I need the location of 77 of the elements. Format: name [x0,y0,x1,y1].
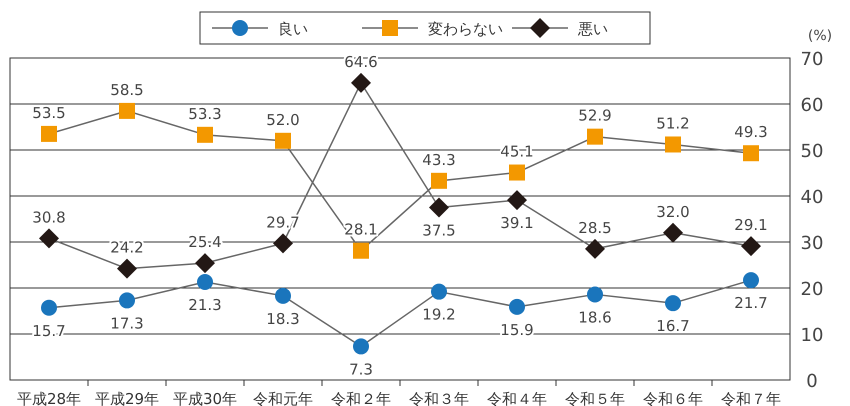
point [353,242,369,259]
legend-label: 変わらない [428,20,503,38]
y-tick-label: 20 [800,279,824,300]
data-label: 21.7 [734,294,768,312]
point [119,102,135,119]
data-label: 18.3 [266,310,300,328]
data-label: 17.3 [110,314,144,332]
data-label: 58.5 [110,80,144,99]
data-label: 53.3 [188,104,222,123]
legend-label: 悪い [577,20,608,38]
point [275,288,291,304]
point [117,258,137,279]
x-tick-label: 平成30年 [172,390,238,406]
x-tick-label: 令和元年 [253,390,313,406]
point [665,295,681,312]
point [743,145,759,162]
data-label: 32.0 [656,202,690,221]
x-tick-label: 令和５年 [565,390,625,406]
data-label: 53.5 [32,104,66,122]
point [197,126,213,143]
data-label: 18.6 [578,308,612,326]
data-label: 16.7 [656,317,690,336]
point [507,190,527,210]
point [587,128,603,145]
y-axis-title: (%) [808,28,832,44]
data-label: 7.3 [349,360,373,378]
x-tick-label: 令和４年 [487,390,547,406]
x-tick-label: 令和６年 [643,390,703,406]
point [429,198,449,218]
point [195,253,215,274]
point [587,286,603,302]
y-tick-label: 30 [800,233,824,254]
y-tick-label: 40 [800,187,824,208]
y-tick-label: 60 [800,95,824,116]
y-tick-label: 50 [800,141,824,162]
point [39,228,59,248]
data-label: 51.2 [656,114,690,132]
y-tick-label: 0 [806,371,818,392]
data-label: 37.5 [422,222,456,240]
data-label: 24.2 [110,238,144,257]
point [351,72,371,93]
point [585,238,605,259]
data-label: 52.9 [578,106,612,125]
point [665,136,681,152]
point [743,272,759,288]
y-tick-label: 70 [800,49,824,70]
data-label: 21.3 [188,296,222,314]
point [431,284,447,300]
point [119,292,135,308]
data-label: 64.6 [344,52,378,71]
point [41,126,57,142]
point [275,132,291,149]
data-label: 19.2 [422,306,456,324]
point [509,164,525,181]
data-label: 28.5 [578,218,612,237]
data-label: 28.1 [344,220,378,239]
x-tick-label: 平成29年 [94,390,160,406]
point [273,233,293,254]
point [41,300,57,316]
point [741,236,761,256]
data-label: 39.1 [500,214,534,232]
data-label: 52.0 [266,110,300,129]
data-label: 43.3 [422,150,456,169]
point [197,274,213,290]
point [663,222,683,243]
point [431,172,447,189]
x-tick-label: 令和２年 [331,390,391,406]
point [509,298,525,315]
data-label: 30.8 [32,208,66,226]
x-tick-label: 平成28年 [16,390,82,406]
x-tick-label: 令和３年 [409,390,469,406]
legend-label: 良い [278,20,308,38]
point [353,338,369,354]
data-label: 49.3 [734,123,768,142]
y-tick-label: 10 [800,325,824,346]
x-tick-label: 令和７年 [721,390,781,406]
data-label: 29.1 [734,216,768,234]
